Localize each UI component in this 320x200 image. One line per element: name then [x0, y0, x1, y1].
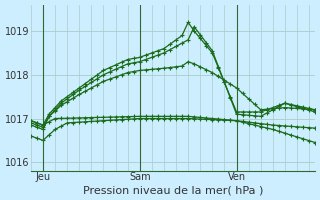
- X-axis label: Pression niveau de la mer( hPa ): Pression niveau de la mer( hPa ): [83, 185, 263, 195]
